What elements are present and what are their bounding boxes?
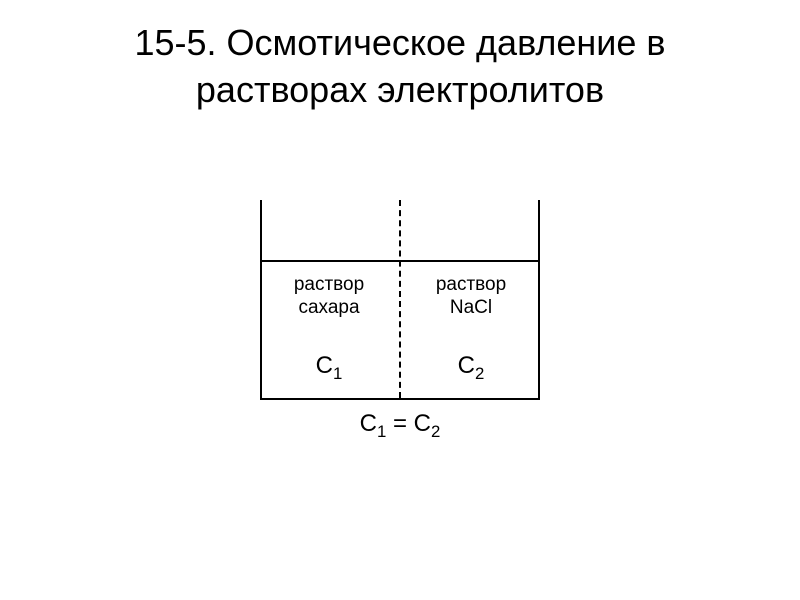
c2-symbol: C: [458, 352, 475, 379]
eq-rhs-symbol: C: [414, 410, 431, 437]
slide-title: 15-5. Осмотическое давление в растворах …: [0, 0, 800, 114]
concentration-equation: C1 = C2: [260, 410, 540, 442]
osmosis-container-diagram: раствор сахара раствор NaCl C1 C2: [260, 200, 540, 400]
left-solution-label: раствор сахара: [260, 274, 398, 320]
right-solution-label: раствор NaCl: [402, 274, 540, 320]
eq-rhs-sub: 2: [431, 422, 440, 441]
membrane-dashed-line: [399, 200, 401, 398]
right-solution-line2: NaCl: [450, 297, 492, 318]
eq-lhs-sub: 1: [377, 422, 386, 441]
left-solution-line2: сахара: [298, 297, 359, 318]
right-solution-line1: раствор: [436, 274, 506, 295]
c1-subscript: 1: [333, 364, 342, 383]
container-box: раствор сахара раствор NaCl C1 C2: [260, 200, 540, 400]
left-concentration-symbol: C1: [260, 352, 398, 384]
left-solution-line1: раствор: [294, 274, 364, 295]
c2-subscript: 2: [475, 364, 484, 383]
title-line-1: 15-5. Осмотическое давление в: [134, 22, 665, 63]
eq-operator: =: [393, 410, 414, 437]
right-concentration-symbol: C2: [402, 352, 540, 384]
container-wall-bottom: [260, 398, 540, 400]
eq-lhs-symbol: C: [360, 410, 377, 437]
title-line-2: растворах электролитов: [196, 69, 604, 110]
c1-symbol: C: [316, 352, 333, 379]
